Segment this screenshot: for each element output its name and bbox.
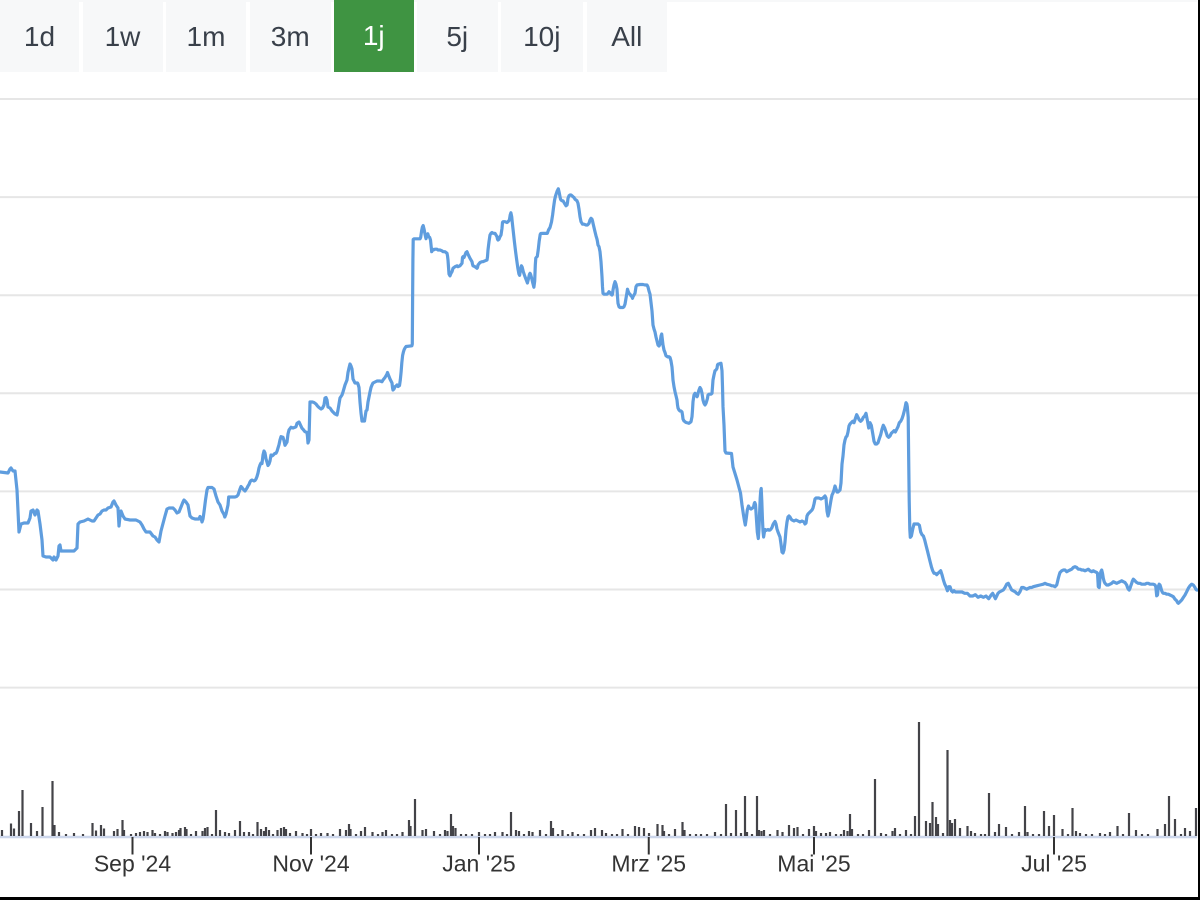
svg-text:Mrz '25: Mrz '25: [611, 851, 686, 877]
svg-text:Nov '24: Nov '24: [272, 851, 349, 877]
svg-text:Sep '24: Sep '24: [94, 851, 171, 877]
svg-text:Jul '25: Jul '25: [1021, 851, 1087, 877]
svg-text:Jan '25: Jan '25: [442, 851, 515, 877]
svg-text:Mai '25: Mai '25: [777, 851, 850, 877]
